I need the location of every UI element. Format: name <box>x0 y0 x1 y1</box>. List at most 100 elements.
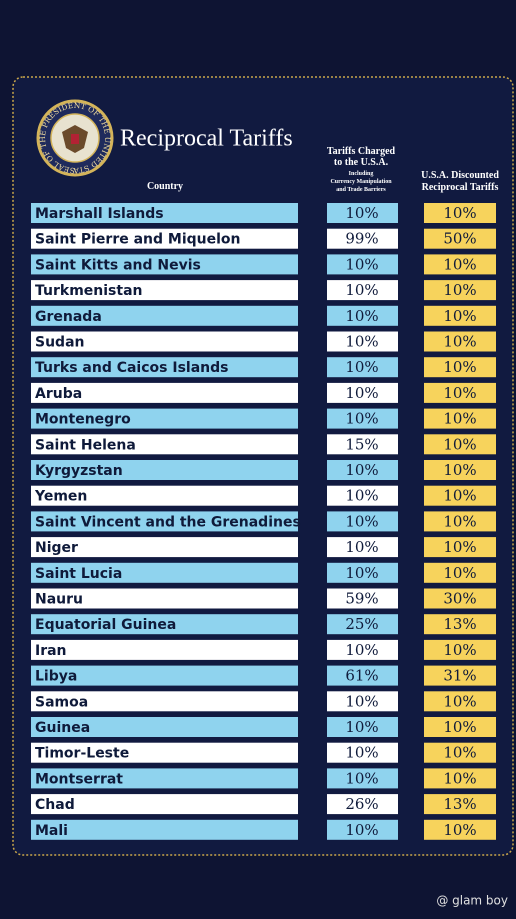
discounted-rate: 10% <box>443 538 476 556</box>
discounted-rate: 50% <box>443 230 476 248</box>
charged-rate: 10% <box>345 333 378 351</box>
charged-note: Including <box>349 171 374 177</box>
country-cell <box>31 588 298 609</box>
country-cell <box>31 614 298 635</box>
charged-cell <box>327 537 398 558</box>
discounted-cell <box>424 537 496 558</box>
charged-cell <box>327 203 398 223</box>
charged-rate: 10% <box>345 358 378 376</box>
discounted-rate: 10% <box>443 718 476 736</box>
charged-rate: 10% <box>345 410 378 428</box>
discounted-rate: 10% <box>443 410 476 428</box>
discounted-rate: 10% <box>443 204 476 222</box>
charged-rate: 10% <box>345 641 378 659</box>
charged-rate: 10% <box>345 744 378 762</box>
charged-rate: 26% <box>345 795 378 813</box>
charged-header: Tariffs Charged <box>327 146 396 157</box>
discounted-cell <box>424 742 496 763</box>
charged-rate: 10% <box>345 307 378 325</box>
discounted-cell <box>424 665 496 686</box>
charged-rate: 25% <box>345 615 378 633</box>
country-cell <box>31 485 298 506</box>
country: Grenada <box>35 309 102 325</box>
country: Saint Pierre and Miquelon <box>35 232 241 248</box>
country: Aruba <box>35 386 82 402</box>
charged-cell <box>327 665 398 686</box>
discounted-cell <box>424 639 496 660</box>
charged-rate: 10% <box>345 487 378 505</box>
country-cell <box>31 665 298 686</box>
charged-cell <box>327 768 398 789</box>
country-cell <box>31 511 298 532</box>
country: Saint Vincent and the Grenadines <box>35 514 301 530</box>
charged-rate: 59% <box>345 590 378 608</box>
discounted-rate: 10% <box>443 384 476 402</box>
charged-cell <box>327 717 398 737</box>
charged-cell <box>327 485 398 506</box>
charged-cell <box>327 408 398 429</box>
charged-cell <box>327 588 398 609</box>
country: Yemen <box>34 489 87 505</box>
country: Turkmenistan <box>35 283 142 299</box>
country-cell <box>31 408 298 429</box>
charged-rate: 10% <box>345 821 378 839</box>
discounted-rate: 10% <box>443 333 476 351</box>
discounted-rate: 13% <box>443 615 476 633</box>
country: Saint Helena <box>35 437 136 453</box>
charged-rate: 15% <box>345 435 378 453</box>
country: Chad <box>35 797 75 813</box>
charged-cell <box>327 742 398 763</box>
discounted-cell <box>424 819 496 840</box>
discounted-rate: 10% <box>443 744 476 762</box>
discounted-cell <box>424 511 496 532</box>
charged-rate: 10% <box>345 461 378 479</box>
country-cell <box>31 203 298 223</box>
charged-cell <box>327 460 398 480</box>
country-cell <box>31 562 298 583</box>
watermark: @ glam boy <box>436 894 508 908</box>
charged-cell <box>327 254 398 275</box>
discounted-rate: 31% <box>443 667 476 685</box>
country: Sudan <box>35 335 85 351</box>
country: Kyrgyzstan <box>35 463 123 479</box>
charged-header: to the U.S.A. <box>334 157 389 168</box>
country: Saint Kitts and Nevis <box>35 257 201 273</box>
country-cell <box>31 228 298 249</box>
discounted-rate: 10% <box>443 358 476 376</box>
discounted-header: Reciprocal Tariffs <box>422 182 499 193</box>
charged-cell <box>327 331 398 352</box>
country: Samoa <box>35 694 88 710</box>
country-cell <box>31 305 298 326</box>
charged-cell <box>327 305 398 326</box>
country-cell <box>31 254 298 275</box>
charged-cell <box>327 434 398 455</box>
country-cell <box>31 434 298 455</box>
country: Equatorial Guinea <box>35 617 176 633</box>
country: Guinea <box>35 720 90 736</box>
country: Montenegro <box>35 412 131 428</box>
discounted-cell <box>424 203 496 223</box>
charged-note: Currency Manipulation <box>330 179 392 185</box>
discounted-cell <box>424 434 496 455</box>
country-cell <box>31 794 298 815</box>
charged-cell <box>327 357 398 378</box>
charged-rate: 10% <box>345 564 378 582</box>
charged-rate: 61% <box>345 667 378 685</box>
charged-rate: 99% <box>345 230 378 248</box>
charged-cell <box>327 228 398 249</box>
country: Niger <box>35 540 78 556</box>
charged-note: and Trade Barriers <box>336 187 386 193</box>
discounted-cell <box>424 280 496 301</box>
country: Montserrat <box>35 771 123 787</box>
country-cell <box>31 819 298 840</box>
discounted-cell <box>424 768 496 789</box>
charged-cell <box>327 691 398 712</box>
discounted-rate: 10% <box>443 487 476 505</box>
charged-rate: 10% <box>345 692 378 710</box>
discounted-rate: 30% <box>443 590 476 608</box>
charged-cell <box>327 819 398 840</box>
discounted-rate: 10% <box>443 769 476 787</box>
discounted-cell <box>424 460 496 480</box>
discounted-cell <box>424 408 496 429</box>
country-cell <box>31 742 298 763</box>
